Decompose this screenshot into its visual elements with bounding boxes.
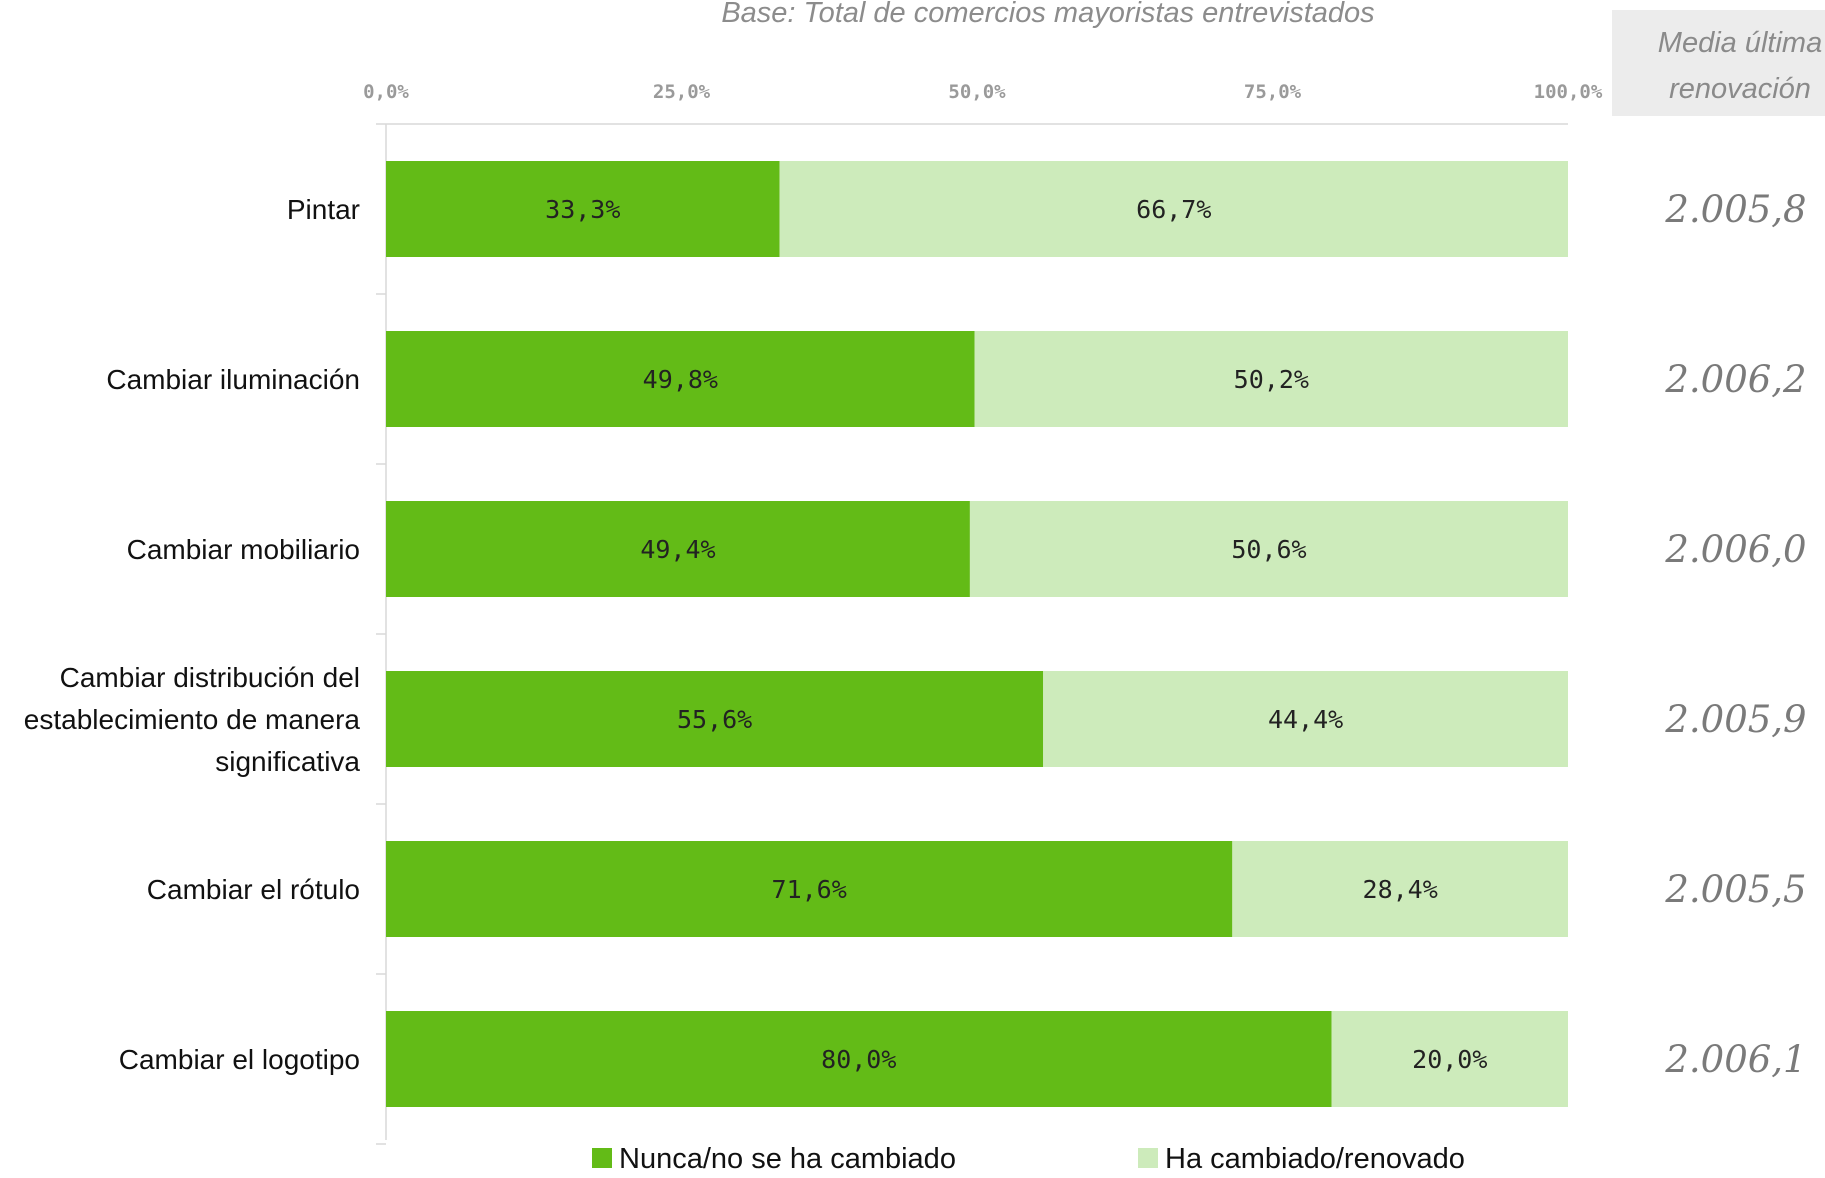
- bar-segment-2: [1043, 671, 1568, 767]
- mean-value: 2.006,1: [1664, 1038, 1806, 1081]
- bar-segment-1: [386, 671, 1044, 767]
- category-label: Pintar: [287, 194, 360, 225]
- bar-segment-1: [386, 161, 780, 257]
- category-label: Cambiar el logotipo: [119, 1044, 360, 1075]
- bar-value-label: 28,4%: [1363, 875, 1438, 904]
- bar-value-label: 66,7%: [1136, 195, 1211, 224]
- bar-segment-2: [1331, 1011, 1568, 1107]
- x-tick-label: 75,0%: [1244, 81, 1302, 103]
- bar-segment-1: [386, 1011, 1332, 1107]
- x-tick-label: 0,0%: [363, 81, 409, 103]
- mean-value: 2.005,9: [1664, 698, 1806, 741]
- mean-header-line: Media última: [1658, 27, 1822, 59]
- x-tick-label: 100,0%: [1534, 81, 1603, 103]
- bar-value-label: 33,3%: [545, 195, 620, 224]
- x-tick-label: 50,0%: [948, 81, 1006, 103]
- mean-value: 2.006,0: [1664, 528, 1806, 571]
- bar-segment-2: [969, 501, 1568, 597]
- bar-value-label: 50,2%: [1234, 365, 1309, 394]
- legend-swatch: [592, 1148, 612, 1168]
- bar-segment-1: [386, 841, 1233, 937]
- category-label: Cambiar distribución del: [60, 662, 360, 693]
- chart-subtitle: Base: Total de comercios mayoristas entr…: [721, 0, 1374, 29]
- category-label: significativa: [215, 746, 360, 777]
- bar-segment-1: [386, 501, 970, 597]
- bar-segment-2: [1232, 841, 1568, 937]
- category-label: Cambiar el rótulo: [147, 874, 360, 905]
- mean-header-box: [1612, 10, 1825, 116]
- legend-swatch: [1138, 1148, 1158, 1168]
- bar-value-label: 44,4%: [1268, 705, 1343, 734]
- bar-segment-1: [386, 331, 975, 427]
- category-label: Cambiar mobiliario: [127, 534, 360, 565]
- bar-segment-2: [779, 161, 1568, 257]
- legend-label: Ha cambiado/renovado: [1165, 1143, 1465, 1173]
- mean-value: 2.005,8: [1664, 188, 1806, 231]
- mean-header-line: renovación: [1669, 73, 1811, 105]
- mean-value: 2.005,5: [1664, 868, 1806, 911]
- bar-value-label: 55,6%: [677, 705, 752, 734]
- bar-value-label: 49,4%: [640, 535, 715, 564]
- bar-value-label: 20,0%: [1412, 1045, 1487, 1074]
- bar-value-label: 80,0%: [821, 1045, 896, 1074]
- category-label: Cambiar iluminación: [106, 364, 360, 395]
- legend-label: Nunca/no se ha cambiado: [619, 1143, 956, 1173]
- category-label: establecimiento de manera: [24, 704, 361, 735]
- bar-value-label: 50,6%: [1231, 535, 1306, 564]
- x-tick-label: 25,0%: [653, 81, 711, 103]
- mean-value: 2.006,2: [1664, 358, 1806, 401]
- bar-segment-2: [974, 331, 1568, 427]
- bar-value-label: 71,6%: [772, 875, 847, 904]
- bar-value-label: 49,8%: [643, 365, 718, 394]
